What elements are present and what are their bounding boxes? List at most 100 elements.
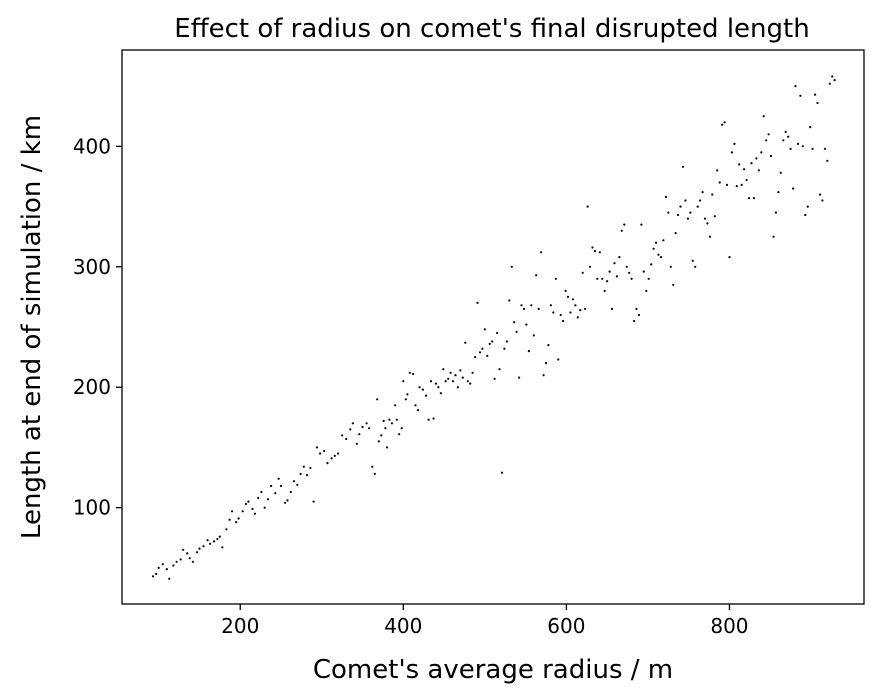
data-point: [645, 289, 648, 292]
data-point: [315, 446, 318, 449]
data-point: [418, 386, 421, 389]
data-point: [833, 79, 836, 82]
data-point: [620, 229, 623, 232]
data-point: [279, 484, 283, 488]
data-point: [579, 309, 582, 312]
data-point: [738, 163, 741, 166]
data-point: [202, 545, 205, 548]
data-point: [373, 472, 376, 475]
data-point: [266, 498, 270, 501]
data-point: [209, 542, 212, 545]
data-point: [377, 440, 380, 443]
data-point: [493, 377, 496, 380]
y-axis-ticks: 100 200 300 400: [73, 134, 122, 520]
data-point: [488, 342, 491, 345]
data-point: [376, 398, 379, 401]
data-point: [474, 356, 477, 359]
data-point: [505, 340, 508, 343]
data-point: [593, 250, 597, 253]
data-point: [723, 121, 726, 124]
data-point: [513, 321, 516, 324]
data-point: [669, 265, 672, 268]
data-point: [179, 558, 182, 561]
data-point: [221, 546, 224, 549]
data-point: [270, 484, 273, 488]
data-point: [610, 307, 614, 310]
data-point: [789, 147, 792, 150]
data-point: [371, 465, 374, 468]
data-point: [218, 535, 221, 538]
data-point: [613, 262, 616, 265]
data-point: [814, 93, 817, 96]
data-point: [706, 222, 709, 225]
data-point: [408, 371, 411, 374]
data-point: [713, 215, 716, 218]
data-point: [510, 265, 513, 268]
data-point: [385, 446, 389, 449]
data-point: [395, 418, 398, 421]
data-point: [571, 298, 575, 301]
data-point: [652, 247, 655, 250]
data-point: [681, 165, 685, 168]
y-tick-label: 400: [73, 134, 111, 158]
data-point: [569, 311, 572, 314]
data-point: [650, 263, 653, 266]
data-point: [586, 205, 589, 208]
data-point: [228, 518, 231, 521]
data-point: [574, 304, 577, 307]
data-point: [398, 433, 401, 436]
data-point: [382, 419, 385, 422]
data-point: [686, 217, 690, 220]
data-point: [787, 135, 790, 138]
x-axis-ticks: 200 400 600 800: [221, 604, 749, 638]
data-point: [299, 472, 302, 475]
data-point: [365, 422, 368, 425]
data-point: [674, 232, 677, 235]
data-point: [442, 368, 445, 371]
data-point: [478, 351, 482, 354]
data-point: [195, 551, 199, 554]
data-point: [728, 256, 731, 259]
data-point: [175, 560, 178, 563]
data-point: [464, 341, 467, 344]
data-point: [451, 380, 455, 383]
data-point: [400, 427, 403, 430]
data-point: [718, 181, 721, 184]
data-point: [172, 564, 175, 567]
data-point: [358, 433, 361, 436]
data-point: [542, 374, 545, 377]
data-point: [769, 154, 773, 158]
data-point: [762, 115, 765, 118]
data-point: [598, 251, 601, 254]
data-point: [811, 147, 814, 150]
data-point: [760, 151, 763, 154]
data-point: [716, 169, 719, 172]
data-point: [414, 404, 417, 407]
data-point: [740, 183, 743, 186]
data-point: [703, 217, 707, 220]
data-point: [601, 277, 604, 280]
data-point: [231, 510, 234, 513]
data-point: [584, 307, 587, 310]
data-point: [818, 193, 822, 196]
data-point: [182, 548, 185, 551]
data-point: [319, 452, 322, 455]
data-point: [286, 499, 289, 502]
data-point: [799, 94, 802, 97]
chart-title: Effect of radius on comet's final disrup…: [174, 14, 809, 44]
data-point: [677, 213, 680, 217]
data-point: [806, 205, 809, 208]
data-point: [774, 211, 778, 214]
data-point: [581, 271, 584, 274]
data-point: [289, 490, 292, 494]
data-point: [469, 382, 472, 385]
data-point: [540, 251, 543, 254]
data-point: [765, 139, 768, 142]
data-points: [151, 75, 836, 580]
data-point: [772, 235, 775, 238]
data-point: [522, 307, 526, 310]
data-point: [257, 496, 260, 500]
data-point: [691, 259, 694, 262]
data-point: [557, 358, 560, 361]
data-point: [525, 323, 528, 326]
